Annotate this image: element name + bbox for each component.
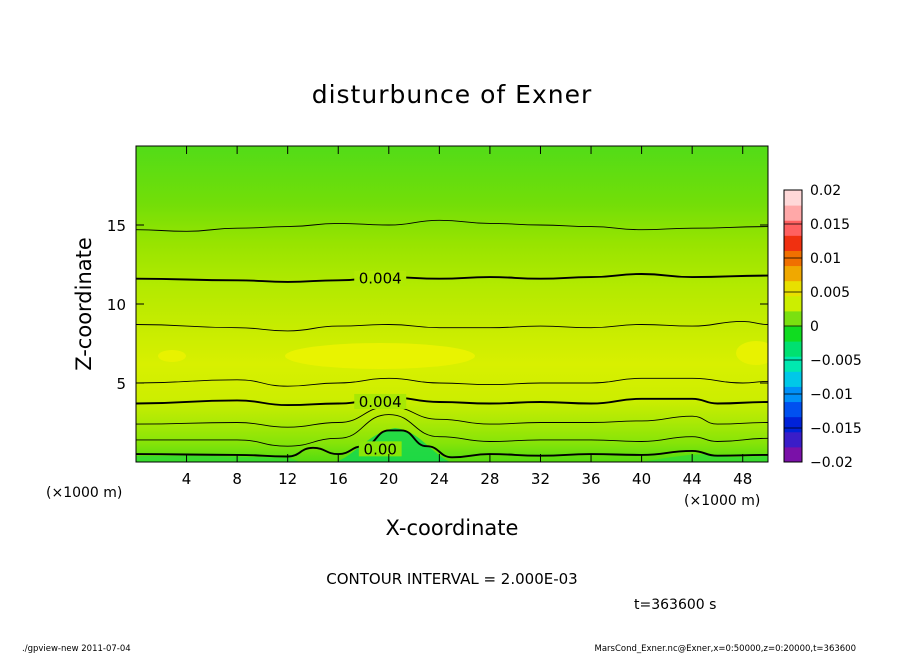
colorbar-swatch-8 <box>784 326 802 342</box>
colorbar-label-0: 0.02 <box>810 183 841 199</box>
contour-interval-text: CONTOUR INTERVAL = 2.000E-03 <box>326 570 577 588</box>
x-tick-label-6: 28 <box>480 470 499 488</box>
x-tick-label-8: 36 <box>581 470 600 488</box>
x-tick-label-7: 32 <box>531 470 550 488</box>
y-tick-label-2: 15 <box>107 217 126 235</box>
colorbar-swatch-1 <box>784 431 802 448</box>
colorbar-label-7: −0.015 <box>810 421 862 437</box>
x-tick-label-9: 40 <box>632 470 651 488</box>
contour-label-1: 0.004 <box>359 393 402 411</box>
x-unit-left: (×1000 m) <box>46 485 122 501</box>
contour-line-3 <box>136 396 768 407</box>
x-tick-label-10: 44 <box>683 470 702 488</box>
contour-line-5 <box>136 320 768 332</box>
colorbar-label-3: 0.005 <box>810 285 850 301</box>
colorbar-swatch-2 <box>784 416 802 433</box>
contour-lines <box>136 219 768 459</box>
contour-label-bg-1 <box>354 393 407 409</box>
colorbar-swatch-5 <box>784 371 802 387</box>
x-axis-label: X-coordinate <box>386 516 519 540</box>
footer-right: MarsCond_Exner.nc@Exner,x=0:50000,z=0:20… <box>594 644 856 654</box>
y-axis-label: Z-coordinate <box>72 237 96 371</box>
x-unit-right: (×1000 m) <box>684 493 760 509</box>
colorbar-swatch-15 <box>784 220 802 236</box>
contour-label-2: 0.00 <box>364 440 397 458</box>
contour-labels: 0.004 0.004 0.00 <box>354 270 407 458</box>
colorbar-label-4: 0 <box>810 319 819 335</box>
colorbar-ticks: 0.02 0.015 0.01 0.005 0 −0.005 −0.01 −0.015 −0.0… <box>784 183 862 471</box>
x-axis-ticks: 4 8 12 16 20 24 28 32 36 40 44 48 <box>182 146 752 488</box>
x-tick-label-3: 16 <box>329 470 348 488</box>
contour-line-6 <box>136 273 768 283</box>
colorbar-label-2: 0.01 <box>810 251 841 267</box>
plot-area <box>136 146 768 462</box>
x-tick-label-2: 12 <box>278 470 297 488</box>
colorbar-swatch-11 <box>784 280 802 297</box>
contour-line-7 <box>136 219 768 232</box>
x-tick-label-0: 4 <box>182 470 192 488</box>
colorbar-swatch-0 <box>784 446 802 463</box>
colorbar-swatch-6 <box>784 356 802 372</box>
max-region-center <box>285 343 475 369</box>
colorbar-swatch-9 <box>784 310 802 327</box>
y-axis-ticks: 5 10 15 <box>107 217 768 393</box>
y-tick-label-1: 10 <box>107 296 126 314</box>
colorbar-swatch-16 <box>784 205 802 221</box>
colorbar-swatch-17 <box>784 190 802 206</box>
colorbar-label-8: −0.02 <box>810 455 853 471</box>
colorbar-label-6: −0.01 <box>810 387 853 403</box>
contour-line-2 <box>136 406 768 428</box>
contour-field <box>136 146 768 462</box>
contour-line-1 <box>136 414 768 447</box>
y-tick-label-0: 5 <box>116 375 126 393</box>
colorbar <box>784 190 802 463</box>
colorbar-swatch-12 <box>784 265 802 282</box>
x-tick-label-11: 48 <box>733 470 752 488</box>
colorbar-label-5: −0.005 <box>810 353 862 369</box>
x-tick-label-5: 24 <box>430 470 449 488</box>
colorbar-swatch-14 <box>784 235 802 251</box>
contour-label-0: 0.004 <box>359 270 402 288</box>
colorbar-label-1: 0.015 <box>810 217 850 233</box>
colorbar-swatch-10 <box>784 295 802 312</box>
colorbar-swatch-7 <box>784 341 802 357</box>
chart-title: disturbunce of Exner <box>312 80 593 109</box>
contour-label-bg-2 <box>358 441 402 457</box>
contour-line-0 <box>136 429 768 459</box>
min-region-right <box>640 454 768 462</box>
max-region-right <box>736 341 768 365</box>
colorbar-swatch-3 <box>784 401 802 418</box>
x-tick-label-1: 8 <box>232 470 242 488</box>
min-region-left <box>136 455 300 462</box>
time-text: t=363600 s <box>634 597 716 613</box>
x-tick-label-4: 20 <box>379 470 398 488</box>
contour-line-4 <box>136 377 768 387</box>
contour-label-bg-0 <box>354 270 407 286</box>
max-region-left <box>158 350 186 362</box>
footer-left: ./gpview-new 2011-07-04 <box>22 644 131 654</box>
